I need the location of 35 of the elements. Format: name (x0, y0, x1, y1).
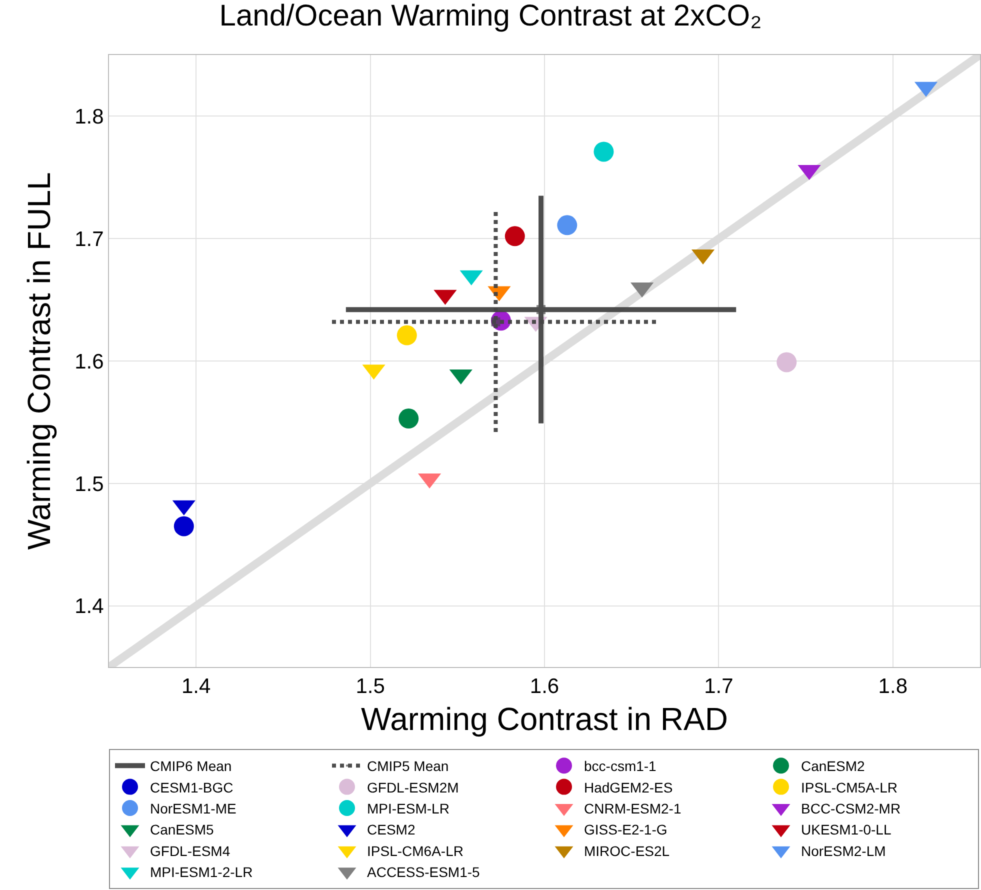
legend-label: CMIP5 Mean (367, 758, 449, 774)
y-tick-label: 1.5 (74, 472, 104, 496)
legend-label: IPSL-CM6A-LR (367, 842, 464, 859)
y-tick-label: 1.6 (74, 350, 104, 374)
legend-label: MIROC-ES2L (584, 842, 670, 859)
legend-label: MPI-ESM1-2-LR (150, 864, 253, 880)
legend-label: ACCESS-ESM1-5 (367, 864, 480, 880)
legend-label: GFDL-ESM2M (367, 779, 459, 796)
y-tick-label: 1.7 (74, 228, 104, 251)
legend-label: CESM2 (367, 822, 416, 838)
legend-label: GISS-E2-1-G (584, 822, 668, 838)
legend-label: IPSL-CM5A-LR (801, 779, 898, 796)
legend-label: CanESM5 (150, 822, 214, 838)
legend-label: CMIP6 Mean (150, 758, 232, 774)
legend-label: CNRM-ESM2-1 (584, 800, 682, 816)
y-tick-label: 1.8 (74, 106, 104, 129)
legend-label: CESM1-BGC (150, 779, 234, 796)
x-tick-label: 1.8 (878, 675, 908, 698)
x-tick-label: 1.5 (356, 675, 385, 698)
legend-label: GFDL-ESM4 (150, 842, 230, 859)
x-axis-title: Warming Contrast in RAD (361, 701, 728, 738)
x-tick-label: 1.4 (182, 675, 212, 698)
legend-label: UKESM1-0-LL (801, 822, 892, 838)
x-tick-label: 1.6 (530, 675, 560, 698)
legend-label: CanESM2 (801, 758, 866, 774)
legend-label: NorESM2-LM (801, 842, 886, 859)
y-tick-label: 1.4 (74, 595, 104, 618)
legend-label: HadGEM2-ES (584, 779, 673, 796)
legend-label: BCC-CSM2-MR (801, 800, 901, 816)
chart-title: Land/Ocean Warming Contrast at 2xCO₂ (219, 0, 762, 32)
y-axis-title: Warming Contrast in FULL (20, 172, 57, 550)
legend-label: NorESM1-ME (150, 800, 236, 816)
x-tick-label: 1.7 (704, 675, 734, 698)
legend-label: bcc-csm1-1 (584, 758, 657, 774)
legend-label: MPI-ESM-LR (367, 800, 450, 816)
